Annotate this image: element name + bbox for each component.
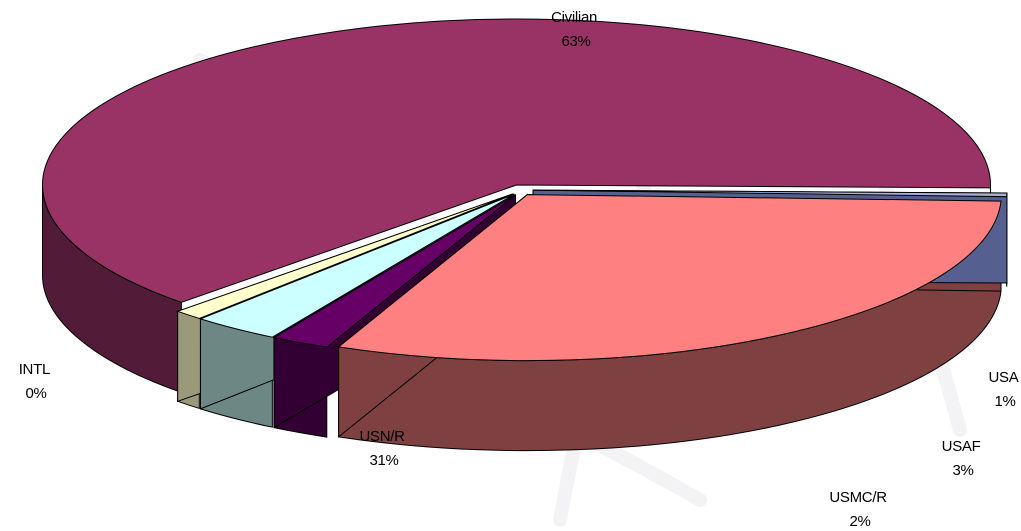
slice-top-usaf — [198, 193, 515, 338]
slice-label-usaf: USAF — [942, 438, 981, 455]
svg-text:INTL 0%: INTL 0% — [19, 361, 54, 402]
slice-label-usn-r: USN/R — [359, 428, 405, 445]
slice-label-usmc-r: USMC/R — [829, 489, 887, 506]
slice-label-intl: INTL — [19, 361, 50, 378]
slice-top-usmc-r — [272, 194, 516, 348]
pie-tops — [42, 18, 1008, 362]
svg-text:Civilian 63%: Civilian 63% — [551, 9, 601, 50]
slice-top-usa — [176, 193, 513, 319]
slice-value-civilian: 63% — [561, 33, 590, 50]
slice-value-usaf: 3% — [952, 462, 973, 479]
pie-labels: Civilian 63% USA 1% USAF 3% USMC/R 2% US… — [19, 9, 1021, 530]
slice-top-usn-r — [337, 194, 1002, 362]
slice-value-intl: 0% — [25, 385, 46, 402]
svg-text:USAF 3%: USAF 3% — [942, 438, 985, 479]
slice-value-usmc-r: 2% — [849, 513, 870, 530]
slice-value-usa: 1% — [994, 393, 1015, 410]
svg-text:USN/R 31%: USN/R 31% — [359, 428, 408, 469]
slice-label-usa: USA — [989, 369, 1019, 386]
slice-top-intl — [532, 189, 1008, 198]
slice-top-civilian — [42, 18, 991, 303]
svg-text:USMC/R 2%: USMC/R 2% — [829, 489, 890, 530]
svg-text:USA 1%: USA 1% — [989, 369, 1021, 410]
slice-label-civilian: Civilian — [551, 9, 597, 26]
slice-value-usn-r: 31% — [369, 452, 398, 469]
